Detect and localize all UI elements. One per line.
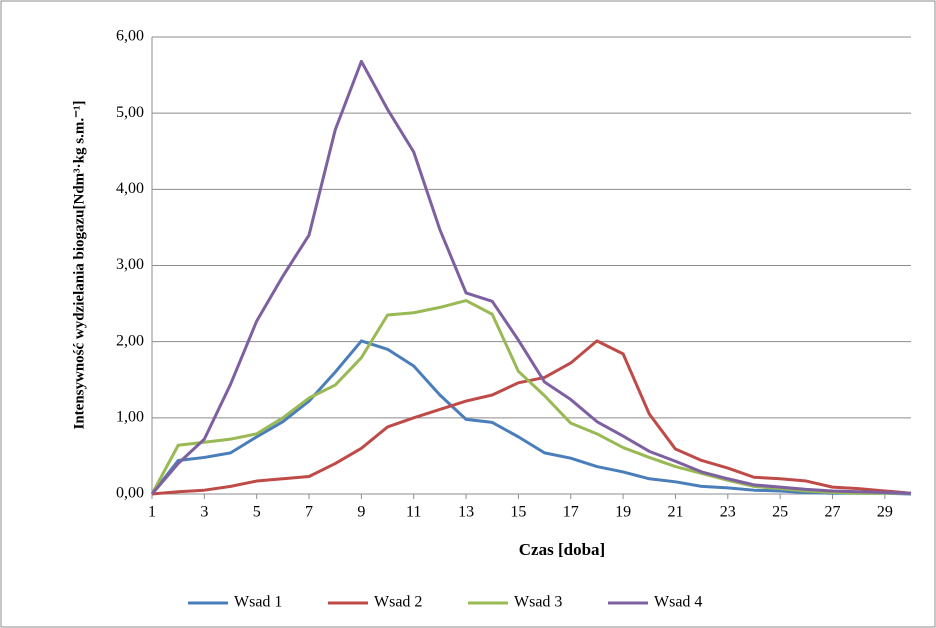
y-tick-label: 3,00 — [116, 256, 144, 273]
y-tick-label: 0,00 — [116, 485, 144, 502]
y-tick-label: 6,00 — [116, 28, 144, 45]
y-tick-label: 4,00 — [116, 180, 144, 197]
x-tick-label: 15 — [510, 504, 526, 521]
x-tick-label: 27 — [824, 504, 840, 521]
x-tick-label: 25 — [772, 504, 788, 521]
legend-label: Wsad 3 — [514, 594, 562, 611]
y-tick-label: 1,00 — [116, 409, 144, 426]
y-tick-label: 2,00 — [116, 332, 144, 349]
y-axis-label: Intensywność wydzielania biogazu[Ndm³·kg… — [71, 100, 87, 429]
legend-label: Wsad 1 — [234, 594, 282, 611]
series-line — [151, 339, 912, 496]
x-tick-label: 3 — [200, 504, 208, 521]
x-tick-label: 11 — [406, 504, 421, 521]
x-tick-label: 5 — [253, 504, 261, 521]
series-line — [150, 339, 912, 496]
legend-label: Wsad 4 — [654, 594, 702, 611]
x-tick-label: 17 — [563, 504, 579, 521]
x-tick-label: 7 — [305, 504, 313, 521]
series-line — [150, 59, 912, 495]
series-line — [150, 299, 911, 495]
x-axis-label: Czas [doba] — [519, 540, 605, 559]
y-tick-label: 5,00 — [116, 104, 144, 121]
x-tick-label: 9 — [357, 504, 365, 521]
x-tick-label: 29 — [877, 504, 893, 521]
x-tick-label: 21 — [667, 504, 683, 521]
x-tick-label: 19 — [615, 504, 631, 521]
legend-label: Wsad 2 — [374, 594, 422, 611]
x-tick-label: 13 — [458, 504, 474, 521]
x-tick-label: 23 — [720, 504, 736, 521]
x-tick-label: 1 — [148, 504, 156, 521]
